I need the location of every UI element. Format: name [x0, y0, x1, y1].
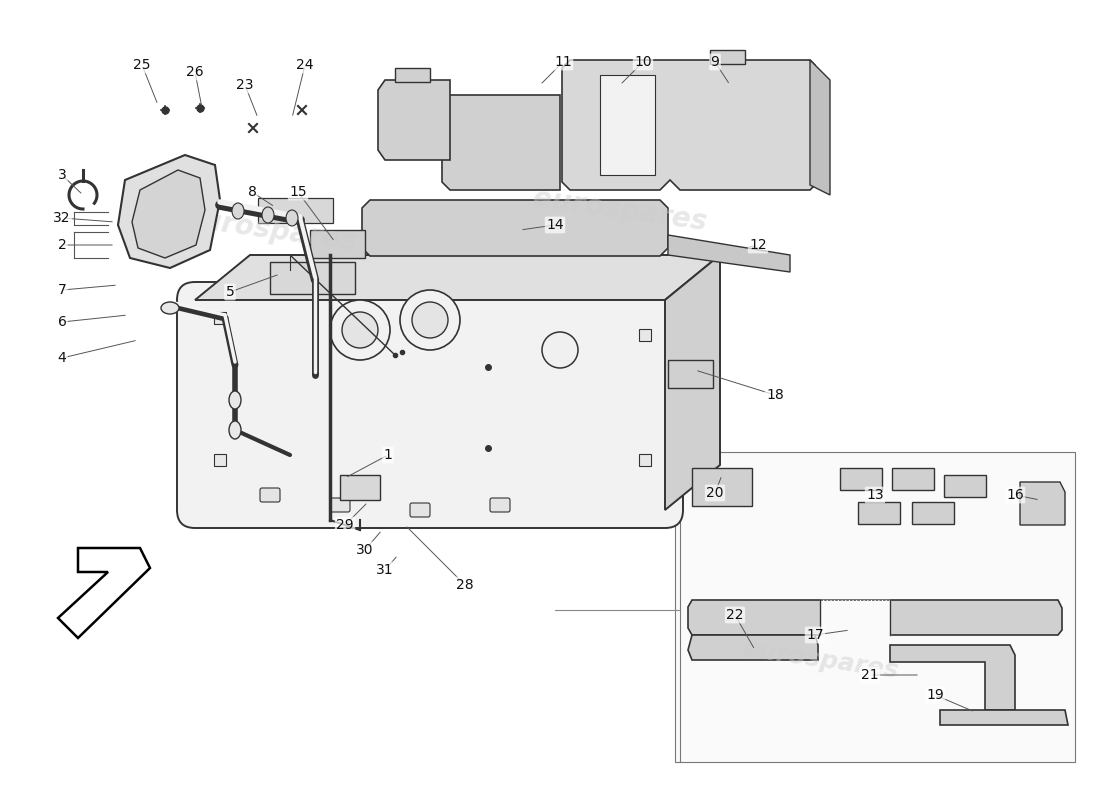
- Bar: [214, 312, 225, 324]
- FancyBboxPatch shape: [177, 282, 683, 528]
- Polygon shape: [666, 255, 720, 510]
- Text: 17: 17: [806, 628, 824, 642]
- Text: 28: 28: [456, 578, 474, 592]
- Polygon shape: [890, 645, 1015, 710]
- Text: 7: 7: [57, 283, 66, 297]
- Bar: [214, 454, 225, 466]
- Bar: [840, 468, 882, 490]
- Text: 11: 11: [554, 55, 572, 69]
- Polygon shape: [1020, 482, 1065, 525]
- Bar: [310, 230, 365, 258]
- Bar: [340, 475, 379, 500]
- Bar: [710, 50, 745, 64]
- Bar: [270, 262, 355, 294]
- Polygon shape: [118, 155, 220, 268]
- Bar: [258, 198, 333, 223]
- Text: 19: 19: [926, 688, 944, 702]
- Text: 25: 25: [133, 58, 151, 72]
- FancyBboxPatch shape: [410, 503, 430, 517]
- Ellipse shape: [232, 203, 244, 219]
- Bar: [692, 468, 752, 506]
- Ellipse shape: [229, 421, 241, 439]
- Text: 6: 6: [57, 315, 66, 329]
- Circle shape: [330, 300, 390, 360]
- Polygon shape: [940, 710, 1068, 725]
- Bar: [395, 68, 430, 82]
- Bar: [892, 468, 934, 490]
- Text: 30: 30: [356, 543, 374, 557]
- Polygon shape: [58, 548, 150, 638]
- Polygon shape: [442, 95, 560, 190]
- Text: 32: 32: [53, 211, 70, 225]
- Polygon shape: [362, 200, 668, 256]
- Polygon shape: [195, 255, 720, 300]
- Text: 23: 23: [236, 78, 254, 92]
- Polygon shape: [668, 235, 790, 272]
- Polygon shape: [378, 80, 450, 160]
- Text: eurospares: eurospares: [531, 184, 708, 236]
- Ellipse shape: [286, 210, 298, 226]
- Text: 9: 9: [711, 55, 719, 69]
- Text: 18: 18: [766, 388, 784, 402]
- Ellipse shape: [161, 302, 179, 314]
- Bar: [912, 502, 954, 524]
- Text: 21: 21: [861, 668, 879, 682]
- Circle shape: [542, 332, 578, 368]
- Text: 13: 13: [866, 488, 883, 502]
- Bar: [944, 475, 986, 497]
- Bar: [858, 502, 900, 524]
- Text: 2: 2: [57, 238, 66, 252]
- Polygon shape: [562, 60, 815, 190]
- Text: 20: 20: [706, 486, 724, 500]
- FancyBboxPatch shape: [330, 498, 350, 512]
- Text: 10: 10: [635, 55, 652, 69]
- Ellipse shape: [229, 391, 241, 409]
- Text: 16: 16: [1006, 488, 1024, 502]
- Polygon shape: [688, 635, 818, 660]
- Bar: [668, 360, 713, 388]
- Text: eurospares: eurospares: [182, 204, 359, 256]
- Text: 14: 14: [547, 218, 564, 232]
- Text: eurospares: eurospares: [740, 637, 900, 683]
- Text: 24: 24: [296, 58, 314, 72]
- FancyBboxPatch shape: [260, 488, 280, 502]
- FancyBboxPatch shape: [490, 498, 510, 512]
- Text: 1: 1: [384, 448, 393, 462]
- Text: 29: 29: [337, 518, 354, 532]
- Text: 31: 31: [376, 563, 394, 577]
- Polygon shape: [688, 600, 1062, 635]
- Text: 3: 3: [57, 168, 66, 182]
- Bar: [675, 452, 1075, 762]
- Circle shape: [412, 302, 448, 338]
- Bar: [639, 329, 651, 341]
- Bar: [639, 454, 651, 466]
- Text: 12: 12: [749, 238, 767, 252]
- Text: 26: 26: [186, 65, 204, 79]
- Text: 15: 15: [289, 185, 307, 199]
- Polygon shape: [600, 75, 654, 175]
- Text: 8: 8: [248, 185, 256, 199]
- Circle shape: [400, 290, 460, 350]
- Ellipse shape: [262, 207, 274, 223]
- Circle shape: [342, 312, 378, 348]
- Text: 22: 22: [726, 608, 744, 622]
- Bar: [820, 600, 890, 636]
- Polygon shape: [810, 60, 830, 195]
- Text: 4: 4: [57, 351, 66, 365]
- Polygon shape: [132, 170, 205, 258]
- Text: 5: 5: [226, 285, 234, 299]
